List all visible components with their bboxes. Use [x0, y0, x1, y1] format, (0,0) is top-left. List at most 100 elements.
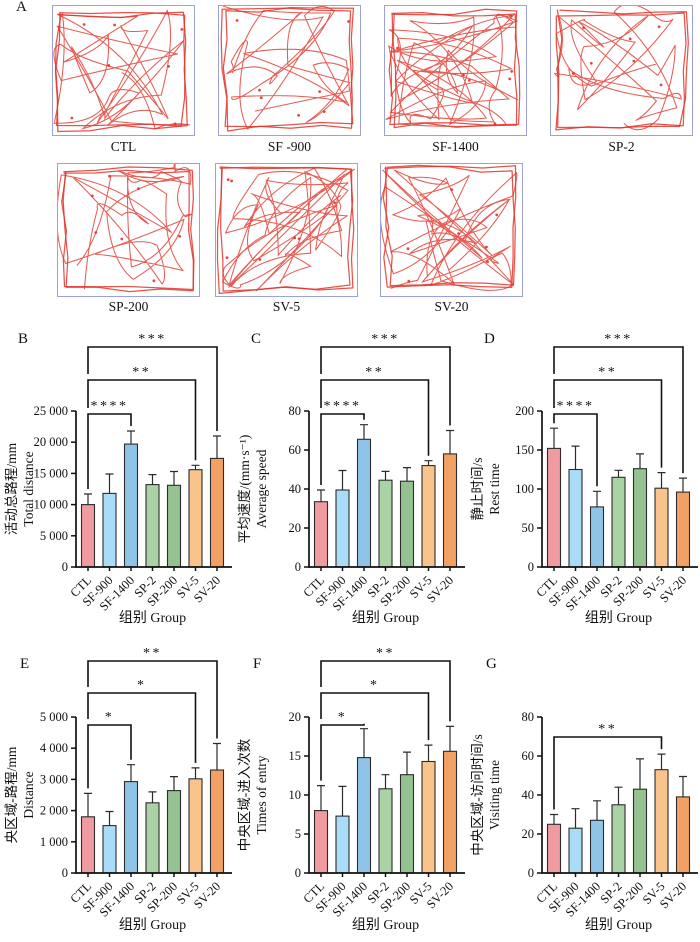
bar-SP-2 [378, 479, 393, 568]
y-tick-label: 40 [522, 788, 535, 802]
significance-bracket [87, 724, 132, 789]
bar-SV-5 [188, 778, 203, 874]
significance-bracket [320, 692, 430, 741]
significance-stars: ** [143, 646, 162, 661]
significance-bracket [87, 379, 197, 461]
y-tick-label: 15 [289, 749, 302, 763]
y-tick-label: 60 [289, 443, 302, 457]
error-bar-SP-2 [381, 774, 390, 789]
chart-svg-G: 020406080CTLSF-900SF-1400SP-2SP-200SV-5S… [470, 710, 698, 933]
error-bar-SP-2 [614, 469, 623, 478]
track-perimeter-trace [219, 166, 355, 292]
bar-SP-200 [166, 484, 182, 568]
track-crossing-trace [58, 164, 192, 290]
error-bar-SV-5 [424, 460, 433, 466]
chart-times-of-entry: F 0 5 10 15 20 CTL SF-900 SF-1400 SP-2 SP-200 SV-5 S… [233, 645, 467, 942]
panel-e-letter: E [20, 656, 30, 672]
bar-SF-900 [102, 492, 117, 568]
track-pause-dot [70, 116, 74, 120]
track-pause-dot [486, 260, 489, 264]
track-pause-dot [230, 179, 233, 183]
significance-bracket [320, 346, 451, 426]
bar-SP-200 [399, 480, 415, 568]
track-crossing-trace [553, 6, 682, 131]
track-pause-dot [167, 65, 170, 68]
y-tick-label: 100 [515, 482, 534, 496]
track-trace-svg [220, 6, 355, 132]
y-axis-label-cn: 活动总路程/mm [4, 442, 19, 535]
track-plot-label: CTL [110, 139, 137, 154]
error-bar-CTL [550, 427, 558, 449]
track-pause-dot [508, 77, 512, 81]
significance-bracket [87, 346, 218, 431]
track-crossing-trace [222, 6, 351, 130]
track-crossing-trace [53, 9, 190, 130]
bar-SV-5 [654, 487, 669, 568]
track-pause-dot [589, 61, 593, 65]
track-plot-label: SP-2 [608, 139, 635, 154]
error-bar-SV-5 [657, 472, 666, 489]
bar-SP-2 [145, 484, 160, 568]
significance-stars: ** [376, 646, 395, 661]
error-bar-CTL [317, 489, 325, 502]
error-bar-SP-200 [170, 776, 178, 791]
bar-SV-20 [209, 457, 225, 568]
track-pause-dot [632, 59, 636, 63]
y-axis-label-en: Times of entry [254, 755, 269, 834]
bar-SP-200 [399, 774, 415, 874]
track-pause-dot [467, 79, 471, 82]
track-pause-dot [90, 194, 94, 198]
x-axis-label: 组别 Group [585, 610, 652, 626]
bar-SV-5 [654, 769, 669, 874]
bar-SP-200 [166, 790, 182, 874]
significance-stars: ** [365, 365, 384, 380]
y-axis-label-cn: 央区域-路程/mm [4, 746, 19, 843]
error-bar-SF-900 [105, 473, 114, 494]
significance-stars: *** [604, 332, 633, 347]
significance-stars: *** [138, 332, 167, 347]
track-trace-svg [381, 164, 518, 291]
track-crossing-trace [381, 169, 518, 291]
track-pause-dot [226, 178, 230, 181]
error-bar-CTL [84, 792, 92, 817]
error-bar-SP-2 [148, 474, 157, 485]
chart-average-speed: C 0 20 40 60 80 CTL SF-900 SF-1400 SP-2 SP-200 SV-5… [233, 330, 467, 645]
bar-CTL [546, 447, 562, 568]
x-axis-label: 组别 Group [119, 917, 186, 933]
error-bar-SP-200 [403, 751, 411, 775]
bar-SF-1400 [356, 757, 372, 874]
bar-SV-20 [675, 491, 691, 568]
error-bar-SF-1400 [593, 490, 601, 507]
y-tick-label: 20 [289, 521, 302, 535]
panel-c-letter: C [251, 331, 262, 347]
track-pause-dot [225, 256, 229, 259]
bar-SF-900 [335, 815, 350, 874]
track-pause-dot [407, 279, 411, 283]
significance-stars: *** [371, 332, 400, 347]
track-pause-dot [406, 247, 410, 251]
track-trace-svg [58, 164, 195, 293]
track-perimeter-trace [555, 12, 687, 131]
track-pause-dot [657, 25, 661, 29]
significance-stars: * [137, 678, 147, 693]
error-bar-SF-900 [571, 445, 580, 470]
panel-d-letter: D [484, 331, 495, 347]
track-pause-dot [347, 20, 350, 23]
chart-visiting-time: G 0 20 40 60 80 CTL SF-900 SF-1400 SP-2 SP-200 SV-5… [466, 645, 700, 942]
significance-bracket [553, 413, 598, 487]
track-trace-svg [553, 6, 689, 131]
y-tick-label: 150 [515, 443, 534, 457]
y-tick-label: 80 [522, 710, 535, 724]
error-bar-SP-200 [403, 467, 411, 482]
track-pause-dot [582, 26, 585, 30]
bar-SF-1400 [589, 506, 605, 568]
chart-svg-C: 020406080CTLSF-900SF-1400SP-2SP-200SV-5S… [237, 332, 465, 626]
track-pause-dot [510, 70, 514, 73]
track-pause-dot [258, 258, 262, 261]
track-perimeter-trace [54, 11, 188, 133]
bar-SF-1400 [123, 781, 139, 874]
error-bar-SV-20 [446, 429, 454, 454]
track-trace-svg [53, 9, 190, 133]
significance-stars: ** [132, 365, 151, 380]
